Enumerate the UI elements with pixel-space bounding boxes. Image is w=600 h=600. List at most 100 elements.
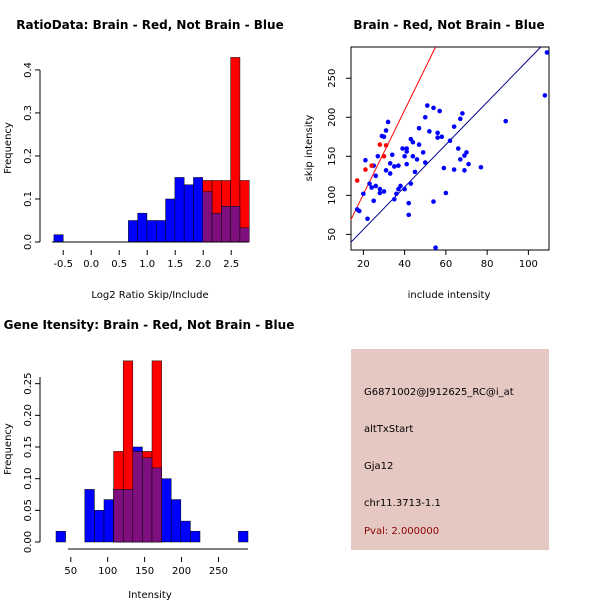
x-tick-label: 2.0 (195, 259, 211, 270)
hist-bar-not-brain (170, 499, 182, 543)
scatter-point-not-brain (458, 157, 463, 162)
y-tick-label: 0.2 (23, 148, 34, 164)
x-tick-label: 100 (98, 566, 117, 577)
scatter-point-not-brain (425, 103, 430, 108)
scatter-point-brain (383, 143, 389, 148)
hist-bar-not-brain (84, 489, 95, 543)
scatter-point-not-brain (406, 200, 412, 206)
x-tick-label: 2.5 (223, 259, 239, 270)
scatter-point-brain (369, 163, 374, 168)
hist-bar-not-brain (161, 478, 172, 543)
scatter-point-not-brain (404, 161, 409, 167)
x-tick-label: 1.0 (139, 259, 155, 270)
y-tick-label: 100 (327, 186, 338, 205)
scatter-x-label: include intensity (408, 290, 491, 301)
scatter-y-label: skip intensity (304, 115, 315, 182)
scatter-point-not-brain (367, 181, 372, 186)
hist-bar-overlap (221, 206, 231, 243)
y-tick-label: 0.15 (23, 436, 34, 458)
hist-bar-not-brain (156, 220, 166, 243)
scatter-point-not-brain (433, 245, 438, 250)
scatter-point-not-brain (435, 130, 440, 136)
scatter-point-not-brain (443, 190, 449, 196)
hist-bar-not-brain (183, 184, 194, 243)
y-tick-label: 0.4 (23, 62, 34, 78)
y-tick-label: 150 (327, 147, 338, 166)
x-tick-label: -0.5 (53, 259, 73, 270)
hist-bar-not-brain (174, 177, 185, 243)
hist-bar-not-brain (128, 220, 138, 243)
scatter-point-brain (377, 142, 383, 147)
x-tick-label: 250 (209, 566, 228, 577)
hist-bar-not-brain (53, 234, 64, 243)
x-tick-label: 20 (357, 259, 370, 270)
scatter-point-brain (381, 154, 387, 159)
y-tick-label: 0.10 (23, 468, 34, 490)
hist-bar-not-brain (193, 177, 204, 243)
scatter-point-not-brain (400, 146, 405, 151)
scatter-point-not-brain (387, 171, 393, 176)
scatter-point-not-brain (377, 190, 383, 196)
intensity-histogram-x-label: Intensity (128, 590, 172, 600)
scatter-point-brain (363, 167, 368, 172)
scatter-point-not-brain (464, 150, 469, 155)
scatter-point-not-brain (383, 168, 389, 173)
scatter-point-not-brain (402, 186, 407, 192)
scatter-point-not-brain (396, 163, 401, 168)
hist-bar-overlap (239, 227, 250, 243)
scatter-point-not-brain (439, 134, 445, 140)
scatter-point-not-brain (420, 150, 426, 155)
scatter-point-not-brain (478, 164, 484, 170)
hist-bar-overlap (142, 457, 153, 543)
scatter-point-not-brain (389, 152, 395, 158)
hist-bar-not-brain (146, 220, 157, 243)
event-type-text: altTxStart (364, 424, 414, 435)
ratio-histogram-y-label: Frequency (3, 122, 14, 174)
pval-text: Pval: 2.000000 (364, 526, 440, 537)
scatter-point-not-brain (447, 138, 453, 143)
scatter-point-not-brain (542, 93, 548, 98)
scatter-point-not-brain (414, 157, 420, 162)
scatter-point-not-brain (412, 169, 418, 175)
scatter-point-not-brain (431, 105, 436, 111)
scatter-point-not-brain (416, 125, 422, 131)
x-tick-label: 0.0 (83, 259, 99, 270)
scatter-point-not-brain (402, 154, 407, 159)
hist-bar-overlap (151, 467, 162, 543)
scatter-point-not-brain (371, 198, 376, 204)
scatter-point-not-brain (369, 185, 374, 190)
gene-name-text: Gja12 (364, 461, 394, 472)
scatter-point-not-brain (435, 135, 440, 140)
scatter-point-not-brain (406, 212, 412, 218)
scatter-point-not-brain (356, 208, 362, 214)
scatter-point-not-brain (441, 165, 447, 171)
intensity-histogram-y-label: Frequency (3, 423, 14, 475)
ratio-histogram-title: RatioData: Brain - Red, Not Brain - Blue (16, 18, 283, 32)
scatter-title: Brain - Red, Not Brain - Blue (353, 18, 544, 32)
scatter-point-brain (354, 178, 360, 183)
y-tick-label: 0.25 (23, 373, 34, 395)
y-tick-label: 0.05 (23, 499, 34, 521)
scatter-point-not-brain (466, 161, 471, 167)
scatter-point-not-brain (398, 183, 403, 189)
hist-bar-overlap (113, 489, 124, 543)
scatter-point-not-brain (455, 146, 461, 151)
hist-bar-not-brain (94, 510, 105, 543)
scatter-point-not-brain (408, 181, 414, 186)
scatter-point-not-brain (404, 146, 409, 151)
scatter-point-not-brain (462, 168, 467, 173)
scatter-point-not-brain (451, 124, 457, 129)
hist-bar-overlap (132, 451, 143, 543)
intensity-histogram-title: Gene Itensity: Brain - Red, Not Brain - … (4, 318, 295, 332)
y-tick-label: 200 (327, 108, 338, 127)
hist-bar-overlap (211, 212, 222, 243)
x-tick-label: 40 (398, 259, 411, 270)
scatter-point-not-brain (383, 128, 389, 133)
scatter-point-not-brain (451, 167, 457, 172)
scatter-point-not-brain (377, 186, 383, 192)
scatter-point-not-brain (410, 154, 416, 159)
y-tick-label: 250 (327, 69, 338, 88)
scatter-point-not-brain (503, 118, 508, 124)
y-tick-label: 0.0 (23, 234, 34, 250)
